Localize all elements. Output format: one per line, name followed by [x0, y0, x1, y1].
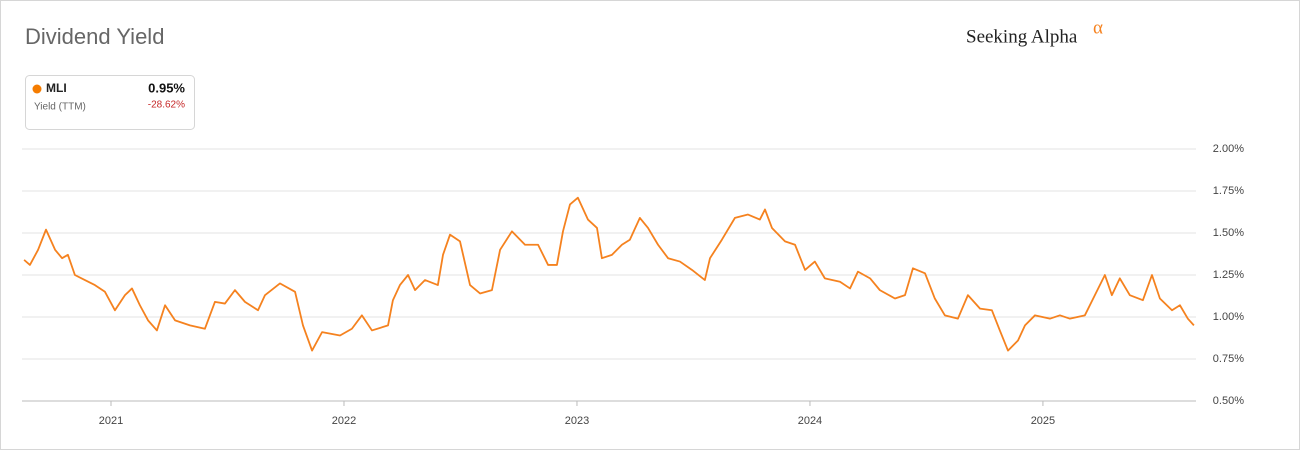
y-tick-label: 1.50%	[1213, 227, 1244, 239]
legend-change: -28.62%	[148, 100, 185, 111]
x-tick-label: 2024	[798, 415, 822, 427]
y-tick-label: 1.75%	[1213, 185, 1244, 197]
y-tick-label: 2.00%	[1213, 143, 1244, 155]
brand-mark: α	[1093, 17, 1103, 38]
x-tick-label: 2021	[99, 415, 123, 427]
title: Dividend Yield	[25, 24, 164, 49]
legend-value: 0.95%	[148, 80, 185, 95]
legend-symbol[interactable]: MLI	[46, 81, 67, 95]
brand: Seeking Alpha	[966, 26, 1078, 47]
y-tick-label: 0.50%	[1213, 395, 1244, 407]
legend-box	[25, 75, 195, 130]
x-tick-label: 2022	[332, 415, 356, 427]
legend-metric: Yield (TTM)	[34, 102, 86, 113]
y-tick-label: 1.00%	[1213, 311, 1244, 323]
y-tick-label: 1.25%	[1213, 269, 1244, 281]
yield-line	[23, 196, 1195, 352]
x-tick-label: 2025	[1031, 415, 1055, 427]
x-tick-label: 2023	[565, 415, 589, 427]
legend-dot	[32, 84, 42, 94]
y-tick-label: 0.75%	[1213, 353, 1244, 365]
